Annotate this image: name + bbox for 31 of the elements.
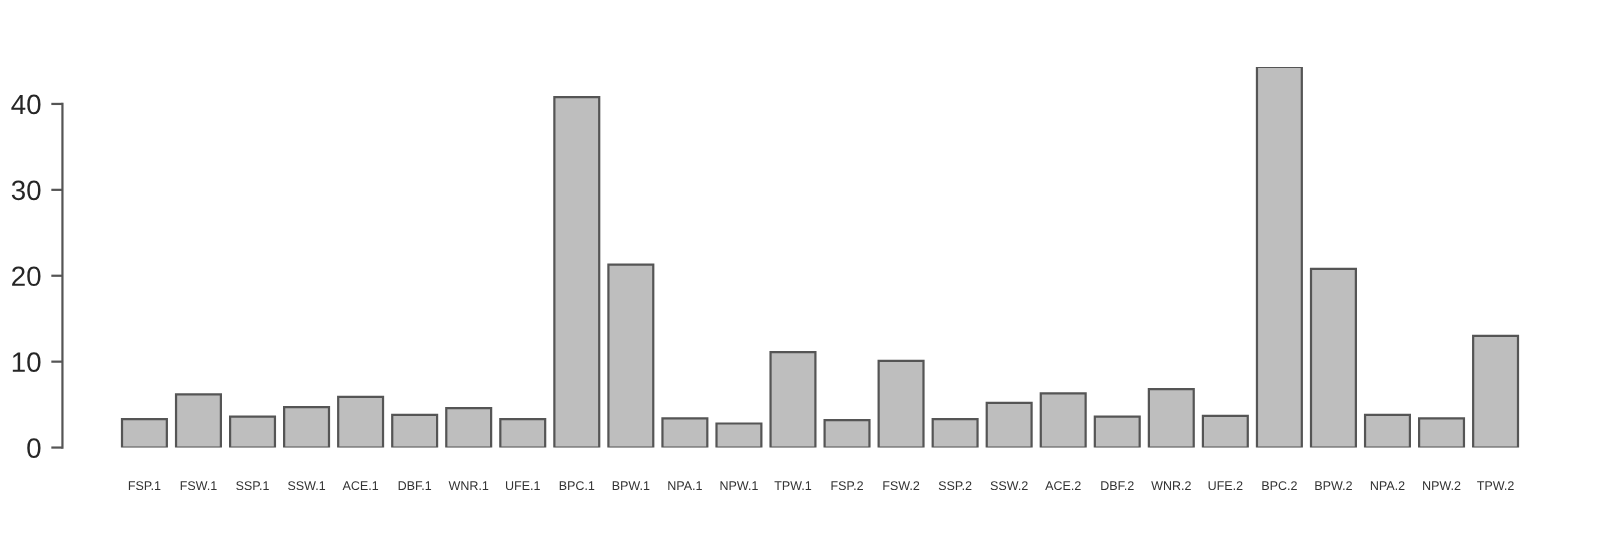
bar — [661, 417, 709, 448]
bar — [1147, 388, 1195, 448]
y-tick-label: 10 — [12, 352, 41, 372]
bar — [1255, 67, 1303, 448]
y-tick-label: 40 — [11, 94, 41, 115]
y-tick-label: 20 — [12, 266, 41, 287]
bar — [1363, 413, 1412, 448]
bar — [1201, 414, 1249, 448]
bar — [823, 418, 871, 448]
y-tick-label: 0 — [27, 438, 41, 458]
bar — [1472, 334, 1520, 448]
bar — [1417, 417, 1466, 448]
bar — [1093, 415, 1141, 448]
bar — [1309, 267, 1357, 448]
bar — [174, 393, 223, 448]
bar — [1039, 392, 1087, 448]
bar — [391, 413, 439, 448]
bar — [985, 401, 1033, 448]
bar — [228, 415, 277, 448]
bar — [499, 418, 547, 448]
bar — [283, 406, 331, 448]
bar — [607, 263, 655, 448]
bar — [553, 95, 601, 448]
bar — [445, 406, 493, 448]
bar — [877, 359, 925, 448]
bar — [120, 418, 168, 448]
bar — [337, 395, 385, 448]
bar — [769, 351, 817, 448]
bar — [931, 418, 979, 448]
y-tick-label: 30 — [11, 180, 41, 201]
bar — [715, 422, 763, 448]
